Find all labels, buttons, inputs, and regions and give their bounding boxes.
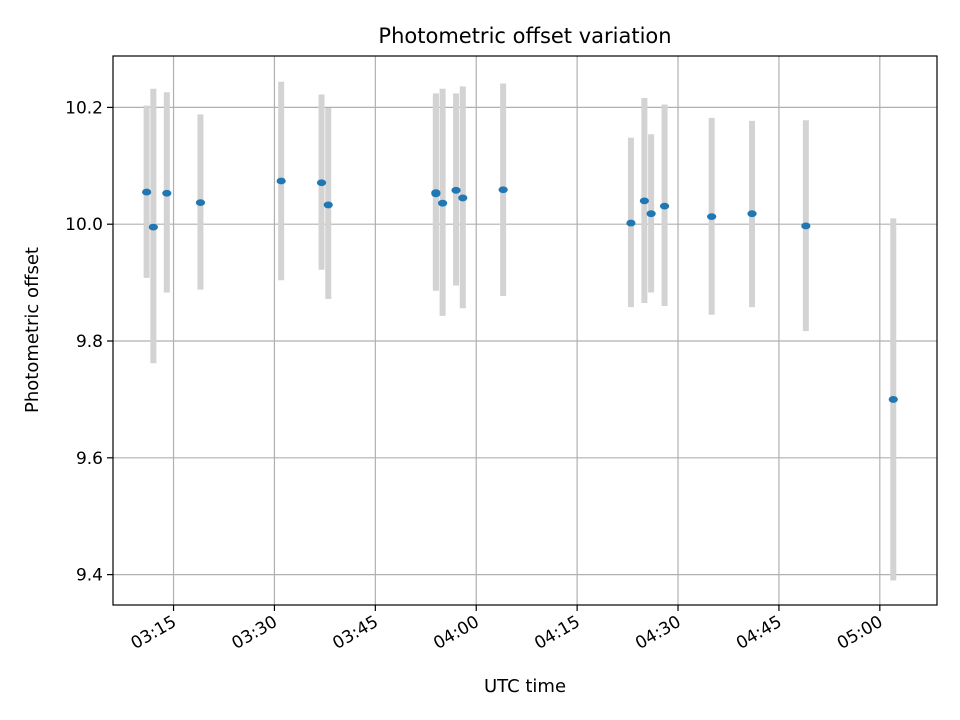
data-point — [431, 189, 441, 197]
x-axis-label: UTC time — [484, 676, 566, 697]
data-point — [888, 396, 898, 403]
chart-title: Photometric offset variation — [378, 24, 671, 48]
data-point — [747, 210, 757, 218]
data-point — [458, 194, 468, 202]
y-tick-label: 10.2 — [65, 98, 103, 118]
y-tick-label: 10.0 — [65, 215, 103, 235]
y-axis-label: Photometric offset — [22, 247, 43, 413]
data-point — [148, 223, 158, 231]
grid-lines — [113, 56, 937, 605]
data-point — [276, 177, 286, 185]
data-point — [646, 210, 656, 218]
data-point — [451, 186, 461, 194]
data-point — [162, 189, 172, 197]
data-point — [498, 186, 508, 194]
data-point — [323, 201, 333, 209]
data-point — [626, 219, 636, 227]
data-points — [142, 177, 898, 403]
data-point — [438, 199, 448, 207]
y-tick-label: 9.8 — [76, 332, 103, 352]
data-point — [707, 213, 717, 221]
data-point — [801, 222, 811, 230]
y-tick-label: 9.6 — [76, 449, 103, 469]
data-point — [195, 199, 206, 206]
plot-frame — [112, 55, 938, 606]
y-tick-label: 9.4 — [76, 566, 103, 586]
data-point — [142, 188, 152, 196]
data-point — [316, 179, 327, 187]
data-point — [639, 197, 649, 205]
data-point — [659, 202, 670, 210]
